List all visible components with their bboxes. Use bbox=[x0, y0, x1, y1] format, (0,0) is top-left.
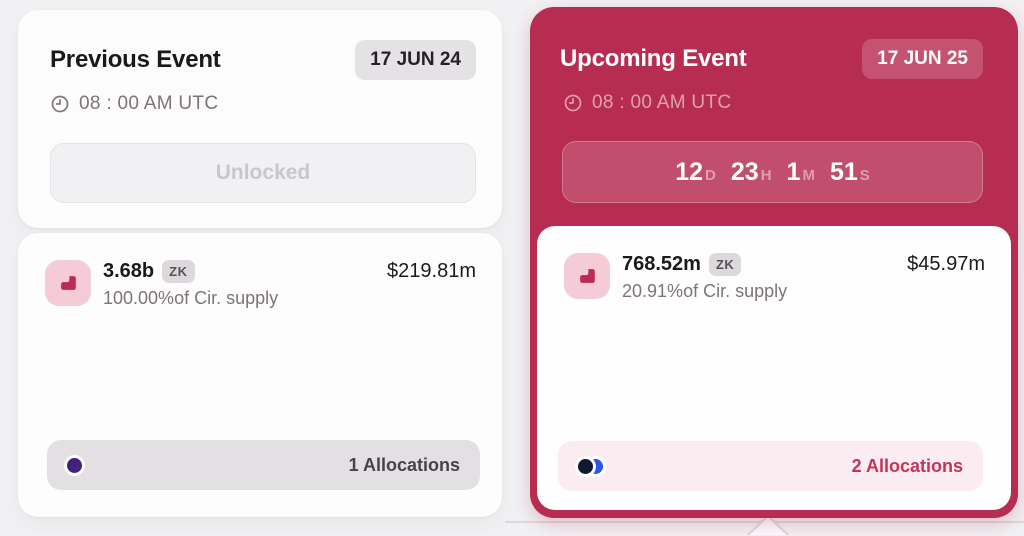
allocation-dot-icon bbox=[578, 458, 593, 474]
previous-supply-text: 100.00%of Cir. supply bbox=[103, 288, 279, 308]
previous-allocations-bar[interactable]: 1 Allocations bbox=[47, 440, 480, 490]
upcoming-usd-value: $45.97m bbox=[907, 253, 985, 275]
previous-event-title: Previous Event bbox=[50, 46, 221, 73]
previous-allocations-label: 1 Allocations bbox=[348, 454, 460, 475]
countdown-days: 12 D bbox=[675, 157, 716, 186]
upcoming-token-info: 768.52m ZK 20.91%of Cir. supply bbox=[622, 253, 787, 302]
unlocked-button[interactable]: Unlocked bbox=[50, 143, 476, 203]
previous-usd-value: $219.81m bbox=[387, 260, 476, 282]
previous-token-info: 3.68b ZK 100.00%of Cir. supply bbox=[103, 260, 278, 309]
upcoming-allocations-bar[interactable]: 2 Allocations bbox=[558, 441, 983, 491]
previous-event-details-card[interactable]: 3.68b ZK 100.00%of Cir. supply $219.81m … bbox=[18, 233, 502, 517]
token-logo-icon bbox=[564, 253, 610, 299]
countdown-minutes: 1 M bbox=[786, 157, 815, 186]
previous-event-card[interactable]: Previous Event 17 JUN 24 08 : 00 AM UTC … bbox=[18, 10, 502, 228]
upcoming-event-title: Upcoming Event bbox=[560, 45, 747, 72]
countdown-seconds: 51 S bbox=[829, 157, 870, 186]
upcoming-event-time: 08 : 00 AM UTC bbox=[592, 92, 732, 113]
upcoming-event-date-badge: 17 JUN 25 bbox=[862, 39, 983, 79]
clock-icon bbox=[50, 94, 70, 114]
upcoming-event-card[interactable]: Upcoming Event 17 JUN 25 08 : 00 AM UTC … bbox=[530, 7, 1018, 518]
countdown-timer: 12 D 23 H 1 M 51 S bbox=[562, 141, 983, 203]
upcoming-supply-text: 20.91%of Cir. supply bbox=[622, 281, 788, 301]
upcoming-token-row: 768.52m ZK 20.91%of Cir. supply $45.97m bbox=[537, 226, 1011, 302]
token-symbol-badge: ZK bbox=[708, 253, 742, 276]
previous-event-header: Previous Event 17 JUN 24 bbox=[18, 10, 502, 80]
previous-event-time-row: 08 : 00 AM UTC bbox=[50, 93, 476, 115]
upcoming-allocations-label: 2 Allocations bbox=[851, 455, 963, 476]
token-logo-icon bbox=[45, 260, 91, 306]
previous-event-date-badge: 17 JUN 24 bbox=[355, 40, 476, 80]
upcoming-token-amount: 768.52m bbox=[622, 253, 701, 275]
countdown-hours: 23 H bbox=[730, 157, 772, 186]
token-symbol-badge: ZK bbox=[162, 260, 195, 283]
clock-icon bbox=[563, 93, 583, 113]
allocation-dot-icon bbox=[67, 457, 82, 473]
previous-event-time: 08 : 00 AM UTC bbox=[79, 93, 219, 114]
upcoming-event-details-card: 768.52m ZK 20.91%of Cir. supply $45.97m … bbox=[537, 226, 1011, 510]
previous-token-amount: 3.68b bbox=[103, 260, 155, 282]
upcoming-event-header: Upcoming Event 17 JUN 25 bbox=[530, 7, 1018, 79]
upcoming-event-time-row: 08 : 00 AM UTC bbox=[563, 92, 983, 114]
previous-token-row: 3.68b ZK 100.00%of Cir. supply $219.81m bbox=[18, 233, 502, 309]
